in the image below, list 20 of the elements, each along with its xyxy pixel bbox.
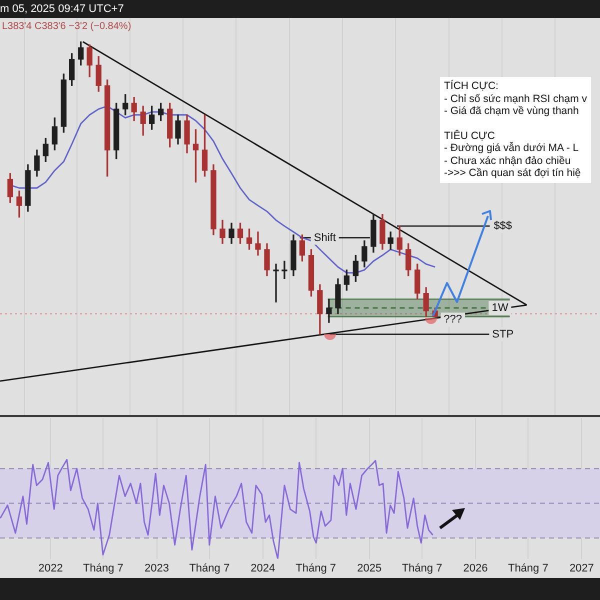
x-tick-label: Tháng 7 xyxy=(508,562,548,574)
x-tick-label: 2024 xyxy=(250,562,276,574)
annotation: TÍCH CỰC: - Chỉ số sức mạnh RSI chạm v - Giá đã chạm về vùng thanh xyxy=(444,80,587,118)
x-tick-label: Tháng 7 xyxy=(402,562,442,574)
x-tick-label: 2025 xyxy=(357,562,382,574)
chart-title: m 05, 2025 09:47 UTC+7 xyxy=(0,0,600,18)
x-tick-label: 2022 xyxy=(38,562,63,574)
x-tick-label: Tháng 7 xyxy=(83,562,124,574)
annotation: $$$ xyxy=(494,220,512,232)
chart-subtitle: L383'4 C383'6 −3'2 (−0.84%) xyxy=(2,21,132,32)
x-tick-label: Tháng 7 xyxy=(189,562,230,574)
annotation: ??? xyxy=(444,314,462,326)
annotation: STP xyxy=(492,328,514,340)
x-tick-label: 2023 xyxy=(144,562,170,574)
annotation: TIÊU CỰC - Đường giá vẫn dưới MA - L - Chưa xác nhận đảo chiều ->>> Cần quan sát đợi tín hiệ xyxy=(444,130,582,180)
x-tick-label: Tháng 7 xyxy=(296,562,336,574)
annotation: 1W xyxy=(492,302,509,314)
x-tick-label: 2026 xyxy=(463,562,488,574)
annotation: Shift xyxy=(314,232,336,244)
x-tick-label: 2027 xyxy=(569,562,594,574)
